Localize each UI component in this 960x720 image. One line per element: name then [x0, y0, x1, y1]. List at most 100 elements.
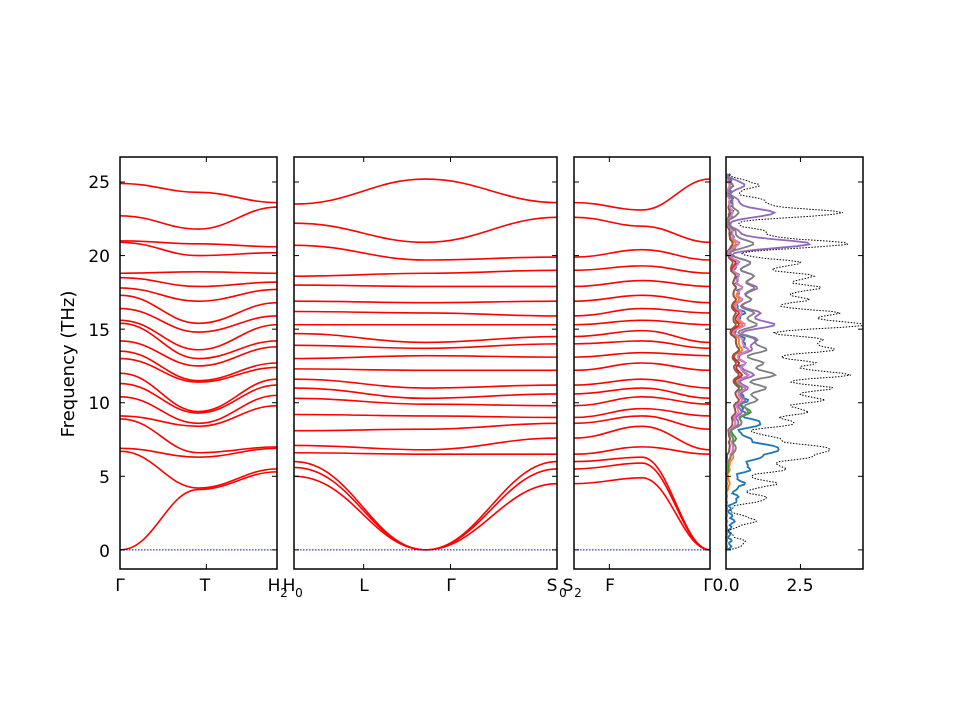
- phonon-band: [293, 437, 558, 451]
- kpoint-label-s: S: [547, 576, 558, 596]
- kpoint-subscript: 2: [280, 586, 288, 600]
- kpoint-label-h: H: [268, 576, 281, 596]
- phonon-band: [573, 456, 711, 551]
- phonon-band: [573, 415, 711, 431]
- kpoint-subscript: 0: [295, 586, 303, 600]
- axes-frame: [119, 156, 278, 570]
- phonon-band: [119, 240, 278, 248]
- panel-frames: [119, 156, 864, 570]
- phonon-band: [119, 447, 278, 458]
- phonon-band: [119, 418, 278, 454]
- phonon-band: [293, 269, 558, 277]
- dos-x-tick-label-1: 2.5: [786, 576, 813, 596]
- total-dos-curve: [727, 173, 864, 551]
- phonon-band: [293, 397, 558, 407]
- phonon-band: [119, 350, 278, 382]
- y-tick-label-1: 5: [99, 468, 110, 488]
- phonon-band: [293, 216, 558, 244]
- phonon-band: [119, 241, 278, 257]
- phonon-band: [573, 178, 711, 211]
- band-panel-1-frame: [119, 156, 278, 570]
- band-panel-1-bands: [119, 182, 278, 551]
- phonon-band: [119, 322, 278, 360]
- axes-frame: [725, 156, 864, 570]
- kpoint-label-l: L: [359, 576, 369, 596]
- phonon-band: [119, 404, 278, 428]
- phonon-band: [573, 307, 711, 317]
- phonon-band: [573, 265, 711, 275]
- phonon-band: [119, 372, 278, 413]
- axes-frame: [293, 156, 558, 570]
- phonon-band: [119, 471, 278, 551]
- phonon-band: [293, 413, 558, 419]
- phonon-band: [293, 378, 558, 389]
- phonon-band: [293, 244, 558, 261]
- phonon-band: [293, 422, 558, 432]
- phonon-band: [573, 294, 711, 304]
- band-panel-2-frame: [293, 156, 558, 570]
- band-panel-2-bands: [293, 178, 558, 551]
- kpoint-label-gamma: Γ: [446, 576, 456, 596]
- phonon-band: [119, 319, 278, 351]
- phonon-band: [293, 284, 557, 288]
- dos-curves: [725, 173, 864, 551]
- y-tick-labels: 0 5 10 15 20 25: [88, 173, 110, 562]
- phonon-band: [573, 476, 711, 551]
- phonon-band: [573, 396, 711, 407]
- phonon-band: [573, 279, 711, 288]
- dos-x-tick-labels: 0.0 2.5: [712, 576, 813, 596]
- band-panel-3-frame: [573, 156, 711, 570]
- phonon-band: [573, 351, 711, 358]
- y-tick-label-3: 15: [88, 321, 110, 341]
- phonon-band: [573, 216, 711, 244]
- axes-frame: [573, 156, 711, 570]
- phonon-band: [573, 378, 711, 389]
- phonon-band: [119, 340, 278, 367]
- dos-x-tick-label-0: 0.0: [712, 576, 739, 596]
- phonon-band: [119, 450, 278, 489]
- phonon-band: [293, 343, 558, 350]
- phonon-band: [293, 475, 558, 551]
- kpoint-label-s: S: [563, 576, 574, 596]
- phonon-band: [573, 340, 711, 350]
- dos-panel-frame: [725, 156, 864, 570]
- phonon-band: [119, 357, 278, 383]
- phonon-band: [293, 310, 558, 317]
- kpoint-label-h: H: [283, 576, 296, 596]
- phonon-band: [119, 382, 278, 414]
- phonon-band: [293, 460, 558, 551]
- phonon-band: [573, 248, 711, 261]
- kpoint-label-gamma: Γ: [115, 576, 125, 596]
- kpoint-label-f: F: [605, 576, 615, 596]
- phonon-band: [119, 206, 278, 230]
- kpoint-label-gamma: Γ: [703, 576, 713, 596]
- phonon-band: [293, 368, 557, 372]
- y-tick-label-4: 20: [88, 247, 110, 267]
- kpoint-subscript: 0: [559, 586, 567, 600]
- phonon-band: [573, 329, 711, 344]
- phonon-band: [293, 354, 558, 360]
- phonon-band: [119, 270, 278, 275]
- band-panel-3-bands: [573, 178, 711, 551]
- kpoint-subscript: 2: [574, 586, 582, 600]
- y-axis-title: Frequency (THz): [58, 291, 79, 438]
- phonon-band: [119, 294, 278, 325]
- kpoint-labels-panel-2: H 0 L Γ S 0: [283, 576, 567, 600]
- phonon-band: [573, 362, 711, 372]
- phonon-band: [293, 178, 558, 205]
- kpoint-label-t: T: [199, 576, 211, 596]
- phonon-band: [573, 425, 711, 451]
- phonon-band: [119, 307, 278, 333]
- plot-area: [119, 173, 864, 551]
- kpoint-labels-panel-3: S 2 F Γ: [563, 576, 714, 600]
- phonon-band: [573, 319, 711, 326]
- y-tick-label-2: 10: [88, 394, 110, 414]
- phonon-band: [293, 387, 558, 400]
- phonon-band: [573, 387, 711, 400]
- phonon-band: [293, 332, 558, 344]
- phonon-band: [293, 300, 558, 304]
- phonon-band: [119, 276, 278, 288]
- y-tick-label-0: 0: [99, 542, 110, 562]
- phonon-band: [119, 182, 278, 204]
